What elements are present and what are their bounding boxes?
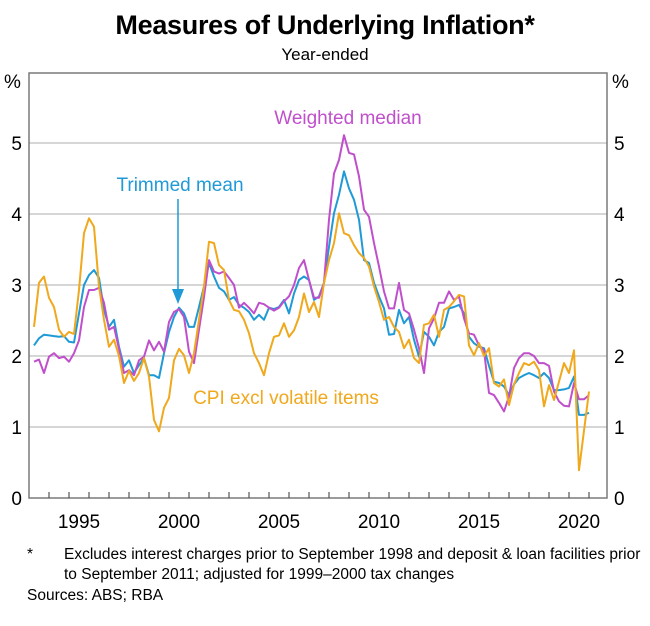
x-tick-label: 2005 xyxy=(258,512,300,533)
y-tick-label-left: 2 xyxy=(11,347,22,368)
plot-frame xyxy=(28,72,608,499)
chart-title: Measures of Underlying Inflation* xyxy=(115,10,535,40)
y-tick-label-right: 4 xyxy=(614,205,625,226)
y-tick-label-left: 1 xyxy=(11,418,22,439)
plot-border xyxy=(28,72,608,499)
chart-subtitle: Year-ended xyxy=(281,45,369,64)
footnote-text: Excludes interest charges prior to Septe… xyxy=(64,546,641,583)
footnote-marker: * xyxy=(27,546,34,563)
series-line-cpi-excl-volatile-items xyxy=(33,212,590,472)
label-cpi-excl-volatile: CPI excl volatile items xyxy=(193,388,379,409)
gridlines xyxy=(29,142,607,428)
trimmed-mean-arrow xyxy=(172,199,184,304)
y-tick-label-left: 4 xyxy=(11,205,22,226)
series-line-trimmed-mean xyxy=(33,170,590,416)
y-tick-label-right: 3 xyxy=(614,276,625,297)
line-chart: % % 0 1 2 3 4 5 0 1 2 3 4 5 1995 2000 2005 2010 2015 20… xyxy=(4,72,629,533)
series-line-weighted-median xyxy=(33,134,590,413)
x-tick-label: 2000 xyxy=(158,512,200,533)
y-tick-label-right: 2 xyxy=(614,347,625,368)
y-tick-label-right: 1 xyxy=(614,418,625,439)
x-tick-label: 2020 xyxy=(558,512,600,533)
y-axis-unit-left: % xyxy=(4,72,21,93)
y-tick-label-right: 5 xyxy=(614,134,625,155)
axis-ticks xyxy=(48,492,590,498)
y-tick-label-left: 3 xyxy=(11,276,22,297)
sources-note: Sources: ABS; RBA xyxy=(27,587,164,604)
label-trimmed-mean: Trimmed mean xyxy=(116,175,243,196)
y-tick-label-right: 0 xyxy=(614,489,625,510)
x-tick-label: 2015 xyxy=(458,512,500,533)
label-weighted-median: Weighted median xyxy=(274,108,422,129)
arrow-head xyxy=(172,289,184,304)
y-tick-label-left: 0 xyxy=(11,489,22,510)
x-tick-label: 1995 xyxy=(58,512,100,533)
x-tick-label: 2010 xyxy=(358,512,400,533)
y-tick-label-left: 5 xyxy=(11,134,22,155)
y-axis-unit-right: % xyxy=(612,72,629,93)
